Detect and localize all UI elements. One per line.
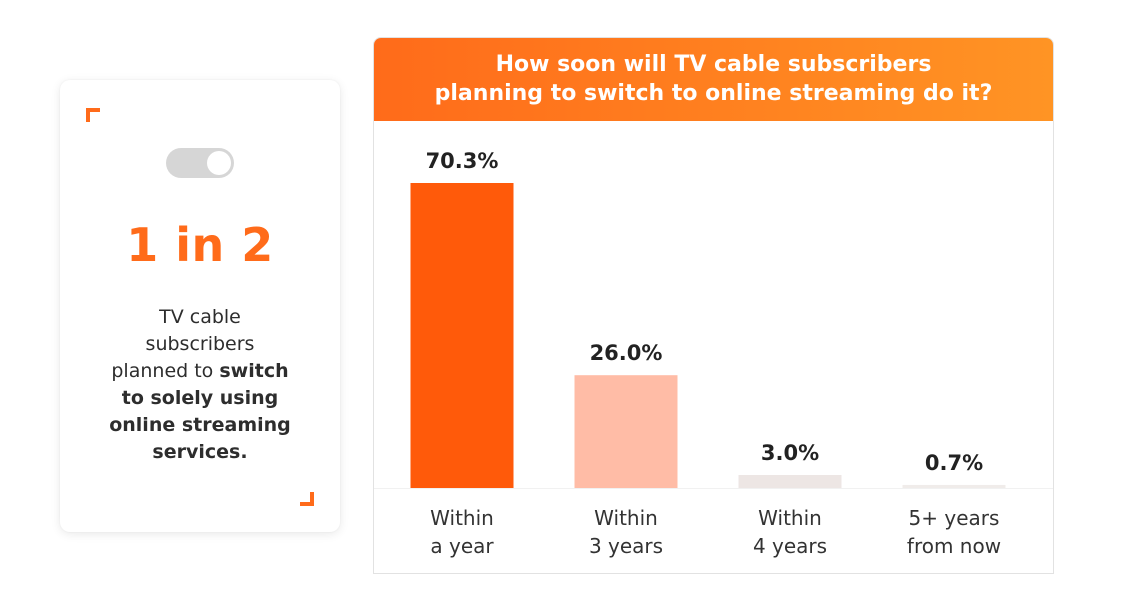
bar-value-label: 70.3% <box>426 149 499 173</box>
stat-description-line: planned to switch <box>111 360 289 382</box>
category-label: a year <box>430 534 494 558</box>
big-stat: 1 in 2 <box>126 218 274 272</box>
bar <box>738 474 842 488</box>
category-label: from now <box>907 534 1001 558</box>
category-label: 4 years <box>753 534 827 558</box>
bar-chart: 70.3% Within a year 26.0% Within 3 years 3.0% W… <box>374 149 1053 558</box>
bar <box>574 375 678 488</box>
bar-value-label: 0.7% <box>925 451 983 475</box>
chart-title: How soon will TV cable subscribers plann… <box>374 38 1053 121</box>
category-label: Within <box>594 506 658 530</box>
bar-value-label: 3.0% <box>761 441 819 465</box>
stat-card: 1 in 2 TV cable subscribers planned to s… <box>60 80 340 532</box>
stat-description-line: TV cable <box>159 306 241 328</box>
toggle-knob <box>207 151 231 175</box>
stat-description-line: to solely using <box>121 387 279 409</box>
category-label: Within <box>430 506 494 530</box>
corner-bracket-bottom-right-icon <box>300 492 314 506</box>
category-label: 3 years <box>589 534 663 558</box>
chart-card: How soon will TV cable subscribers plann… <box>373 37 1054 574</box>
category-label: Within <box>758 506 822 530</box>
stat-description-line: subscribers <box>145 333 255 355</box>
bar <box>902 484 1006 488</box>
stat-description-line: online streaming <box>109 414 291 436</box>
stat-description: TV cable subscribers planned to switch t… <box>60 304 340 466</box>
toggle-switch-icon <box>166 148 234 178</box>
category-label: 5+ years <box>909 506 1000 530</box>
stat-description-line: services. <box>152 441 248 463</box>
chart-title-line: planning to switch to online streaming d… <box>434 81 993 106</box>
bar-value-label: 26.0% <box>590 341 663 365</box>
chart-title-line: How soon will TV cable subscribers <box>495 52 932 77</box>
bar <box>410 183 514 488</box>
corner-bracket-top-left-icon <box>86 108 100 122</box>
